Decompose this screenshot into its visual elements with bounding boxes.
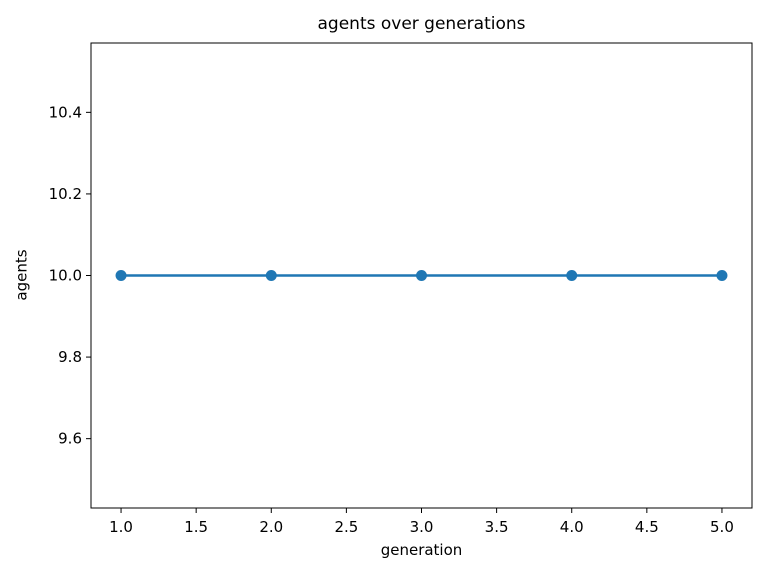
x-tick-label: 1.5 (184, 518, 208, 536)
x-tick-label: 2.0 (259, 518, 283, 536)
x-tick-label: 3.5 (485, 518, 509, 536)
y-tick-label: 10.2 (49, 185, 82, 203)
data-point-marker (265, 270, 277, 281)
chart-title: agents over generations (317, 14, 526, 34)
x-tick-label: 1.0 (109, 518, 133, 536)
y-tick-label: 10.4 (49, 103, 82, 121)
x-axis-label: generation (380, 541, 463, 559)
data-point-marker (716, 270, 728, 281)
data-point-marker (566, 270, 578, 281)
x-tick-label: 2.5 (334, 518, 358, 536)
data-point-marker (115, 270, 127, 281)
y-tick-label: 9.6 (58, 430, 82, 448)
y-tick-label: 9.8 (58, 348, 82, 366)
x-tick-label: 4.0 (560, 518, 584, 536)
x-tick-label: 3.0 (410, 518, 434, 536)
x-tick-label: 4.5 (635, 518, 659, 536)
y-tick-label: 10.0 (49, 267, 82, 285)
data-point-marker (416, 270, 427, 281)
x-tick-label: 5.0 (710, 518, 734, 536)
